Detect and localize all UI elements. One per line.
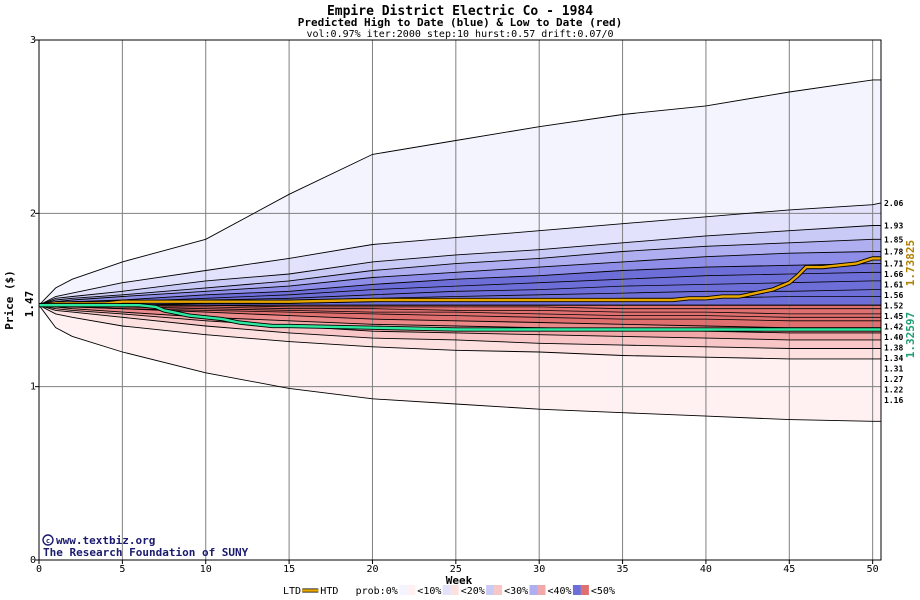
band-value-label: 1.22 — [884, 386, 903, 395]
legend-label: <10% — [417, 586, 441, 597]
x-tick-label: 45 — [783, 564, 795, 575]
x-tick-label: 40 — [700, 564, 712, 575]
legend-label: prob:0% — [356, 586, 398, 597]
x-tick-label: 5 — [119, 564, 125, 575]
credits: c www.textbiz.org The Research Foundatio… — [42, 534, 249, 559]
band-value-label: 1.71 — [884, 260, 903, 269]
y-tick-label: 3 — [30, 35, 36, 46]
band-value-label: 1.40 — [884, 333, 903, 342]
x-tick-label: 50 — [867, 564, 879, 575]
envelope-line — [38, 238, 881, 306]
band-value-label: 1.27 — [884, 375, 903, 384]
copyright-icon — [42, 534, 54, 546]
x-tick-label: 10 — [200, 564, 212, 575]
legend-swatch — [486, 585, 495, 595]
envelope-line — [38, 251, 881, 306]
x-tick-label: 25 — [450, 564, 462, 575]
envelope-line — [38, 304, 881, 341]
legend-swatch — [494, 585, 503, 595]
legend: LTD HTD prob:0% <10% <20% <30% <40% <50% — [283, 585, 615, 597]
plot-area — [38, 39, 882, 560]
envelope-line — [38, 304, 881, 349]
y-tick-label: 0 — [30, 555, 36, 566]
chart-params: vol:0.97% iter:2000 step:10 hurst:0.57 d… — [306, 29, 613, 40]
band-upper-50 — [39, 263, 881, 306]
band-lower-50 — [39, 305, 881, 328]
band-value-label: 1.66 — [884, 270, 903, 279]
band-labels: 2.06 1.93 1.85 1.78 1.711.66 1.611.56 1.521.45… — [884, 199, 903, 405]
legend-swatch — [572, 585, 581, 595]
legend-label: LTD — [283, 586, 301, 597]
band-value-label: 1.78 — [884, 248, 903, 257]
x-tick-label: 20 — [366, 564, 378, 575]
x-tick-label: 0 — [36, 564, 42, 575]
band-value-label: 1.38 — [884, 344, 903, 353]
chart-title: Empire District Electric Co - 1984 — [327, 4, 593, 19]
band-value-label: 1.56 — [884, 291, 903, 300]
legend-swatch — [529, 585, 538, 595]
envelope-line — [38, 225, 881, 306]
high-price-label: 1.73825 — [904, 240, 917, 286]
credit-site: www.textbiz.org — [56, 534, 155, 547]
legend-label: <50% — [591, 586, 615, 597]
legend-swatch — [339, 585, 354, 595]
plot-frame — [38, 39, 882, 561]
envelope-line — [38, 304, 881, 422]
band-value-label: 1.85 — [884, 235, 903, 244]
legend-label: HTD — [320, 586, 338, 597]
legend-swatch — [399, 585, 408, 595]
band-value-label: 1.52 — [884, 302, 903, 311]
band-value-label: 1.34 — [884, 354, 903, 363]
legend-label: <20% — [461, 586, 485, 597]
x-tick-label: 30 — [533, 564, 545, 575]
envelope-line — [38, 79, 881, 306]
x-tick-label: 35 — [617, 564, 629, 575]
y-tick-label: 1 — [30, 382, 36, 393]
band-value-label: 1.42 — [884, 323, 903, 332]
series-line-htd — [38, 257, 881, 307]
y-axis-label: Price ($) — [3, 270, 16, 330]
legend-swatch — [537, 585, 546, 595]
legend-swatch — [407, 585, 416, 595]
y-tick-label: 2 — [30, 208, 36, 219]
legend-label: <30% — [504, 586, 528, 597]
axes: 0 5 10 15 20 25 30 35 40 45 50 0 1 2 3 — [30, 35, 882, 575]
copyright-icon-glyph: c — [46, 537, 50, 545]
envelope-line — [38, 304, 881, 360]
band-value-label: 2.06 — [884, 199, 903, 208]
x-tick-label: 15 — [283, 564, 295, 575]
envelope-line — [38, 202, 882, 306]
legend-label: <40% — [548, 586, 572, 597]
band-value-label: 1.93 — [884, 222, 903, 231]
band-value-label: 1.31 — [884, 365, 903, 374]
credit-org: The Research Foundation of SUNY — [43, 546, 249, 559]
series-line-ltd — [39, 304, 881, 331]
start-price-label: 1.47 — [23, 291, 36, 318]
band-value-label: 1.16 — [884, 396, 903, 405]
band-value-label: 1.45 — [884, 312, 903, 321]
legend-swatch — [442, 585, 451, 595]
envelope-line — [38, 304, 881, 334]
band-value-label: 1.61 — [884, 281, 903, 290]
low-price-label: 1.32597 — [904, 312, 917, 358]
series-lines — [38, 256, 881, 332]
legend-swatch — [450, 585, 459, 595]
legend-swatch — [580, 585, 589, 595]
chart-subtitle: Predicted High to Date (blue) & Low to D… — [298, 16, 623, 29]
x-axis-label: Week — [446, 574, 473, 587]
